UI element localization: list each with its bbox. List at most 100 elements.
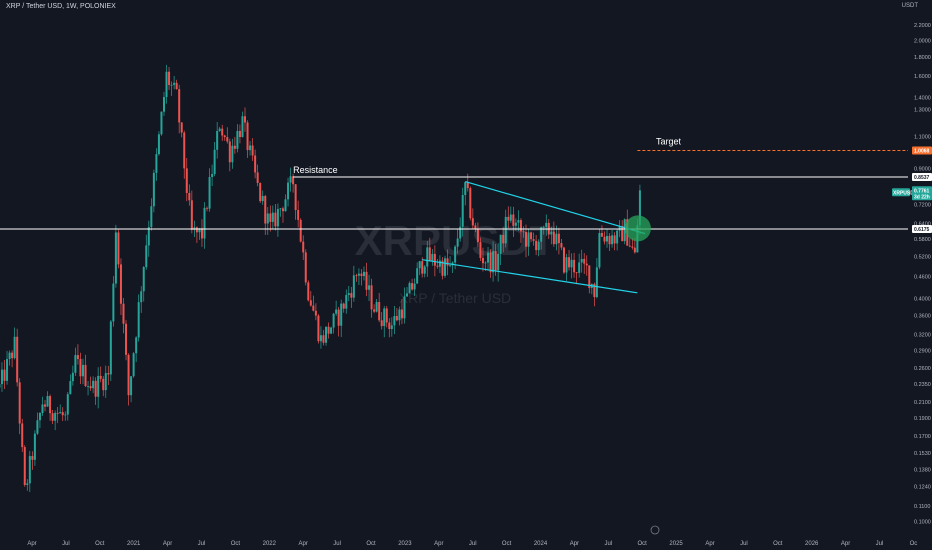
candle-body [281, 208, 284, 212]
candle-body [638, 190, 641, 226]
y-tick-label: 0.1380 [914, 468, 931, 474]
candle-body [170, 84, 173, 86]
y-tick-label: 0.1530 [914, 451, 931, 457]
candle-body [471, 218, 474, 226]
candle-body [241, 116, 244, 138]
y-tick-label: 2.0000 [914, 38, 931, 44]
candle-body [573, 259, 576, 273]
candle-body [269, 213, 272, 222]
candle-body [504, 216, 507, 244]
candle-body [628, 245, 631, 247]
y-tick-label: 0.1240 [914, 485, 931, 491]
y-tick-label: 0.9000 [914, 167, 931, 173]
candle-body [256, 172, 259, 183]
candle-body [157, 134, 160, 155]
candle-body [104, 373, 107, 391]
candle-body [474, 225, 477, 229]
candle-body [168, 71, 171, 86]
currency-label: USDT [901, 3, 918, 9]
candle-body [416, 268, 419, 284]
y-tick-label: 2.2000 [914, 23, 931, 29]
x-tick-label: Apr [434, 541, 443, 547]
x-tick-label: 2023 [398, 541, 412, 547]
candle-body [373, 309, 376, 312]
candle-body [428, 247, 431, 261]
last-price-tag-bg [912, 186, 932, 201]
candle-body [492, 251, 495, 273]
candle-body [494, 251, 497, 271]
candle-body [530, 232, 533, 240]
candle-body [390, 325, 393, 329]
candle-body [44, 404, 47, 407]
candle-body [342, 303, 345, 309]
candle-body [345, 295, 348, 309]
candle-body [117, 232, 120, 265]
x-tick-label: Jul [876, 541, 884, 547]
candle-body [307, 282, 310, 301]
candle-body [330, 327, 333, 334]
target-annotation: Target [656, 137, 682, 147]
candle-body [160, 111, 163, 135]
x-tick-label: 2026 [805, 541, 819, 547]
candle-body [507, 216, 510, 221]
symbol-title[interactable]: XRP / Tether USD, 1W, POLONIEX [6, 3, 116, 10]
candle-body [71, 372, 74, 382]
candle-body [31, 456, 34, 460]
candle-body [603, 236, 606, 242]
y-tick-label: 0.5800 [914, 237, 931, 243]
candle-body [203, 207, 206, 239]
candle-body [525, 232, 527, 247]
candle-body [512, 214, 515, 226]
y-tick-label: 1.3000 [914, 107, 931, 113]
candle-body [519, 220, 522, 232]
y-tick-label: 0.3600 [914, 314, 931, 320]
candle-body [479, 242, 482, 258]
candle-body [487, 252, 490, 263]
candle-body [152, 172, 155, 207]
candle-body [112, 283, 115, 322]
candle-body [150, 206, 153, 228]
y-tick-label: 0.1700 [914, 434, 931, 440]
candle-body [236, 130, 239, 149]
candle-body [97, 375, 100, 397]
candle-body [238, 130, 241, 138]
x-tick-label: Apr [27, 541, 36, 547]
candle-body [319, 335, 322, 342]
candle-body [380, 320, 383, 327]
candle-body [16, 336, 19, 383]
candle-body [213, 149, 216, 175]
candle-body [66, 394, 69, 415]
candle-body [102, 378, 105, 391]
candle-body [459, 226, 462, 239]
candle-body [195, 227, 198, 233]
candle-body [522, 231, 525, 233]
candle-body [499, 234, 502, 254]
candle-body [443, 258, 446, 276]
x-tick-label: Oct [231, 541, 241, 547]
x-tick-label: Oc [910, 541, 918, 547]
candle-body [527, 232, 530, 247]
resistance-price-tag: 0.8537 [914, 175, 930, 181]
candle-body [426, 247, 429, 267]
candle-body [36, 420, 39, 434]
candle-body [438, 260, 441, 267]
candle-body [362, 271, 365, 277]
candle-body [3, 369, 6, 381]
candle-body [618, 225, 621, 231]
candle-body [476, 228, 479, 243]
candle-body [244, 116, 247, 123]
candle-body [180, 122, 183, 133]
y-tick-label: 1.1000 [914, 134, 931, 140]
candle-body [142, 267, 145, 292]
candle-body [107, 373, 110, 375]
candle-body [309, 300, 312, 306]
candle-body [593, 283, 596, 298]
candle-body [600, 233, 603, 237]
candle-body [352, 275, 355, 298]
candle-body [312, 305, 315, 311]
candle-body [436, 265, 439, 267]
candle-body [335, 309, 338, 314]
candle-body [383, 308, 386, 327]
